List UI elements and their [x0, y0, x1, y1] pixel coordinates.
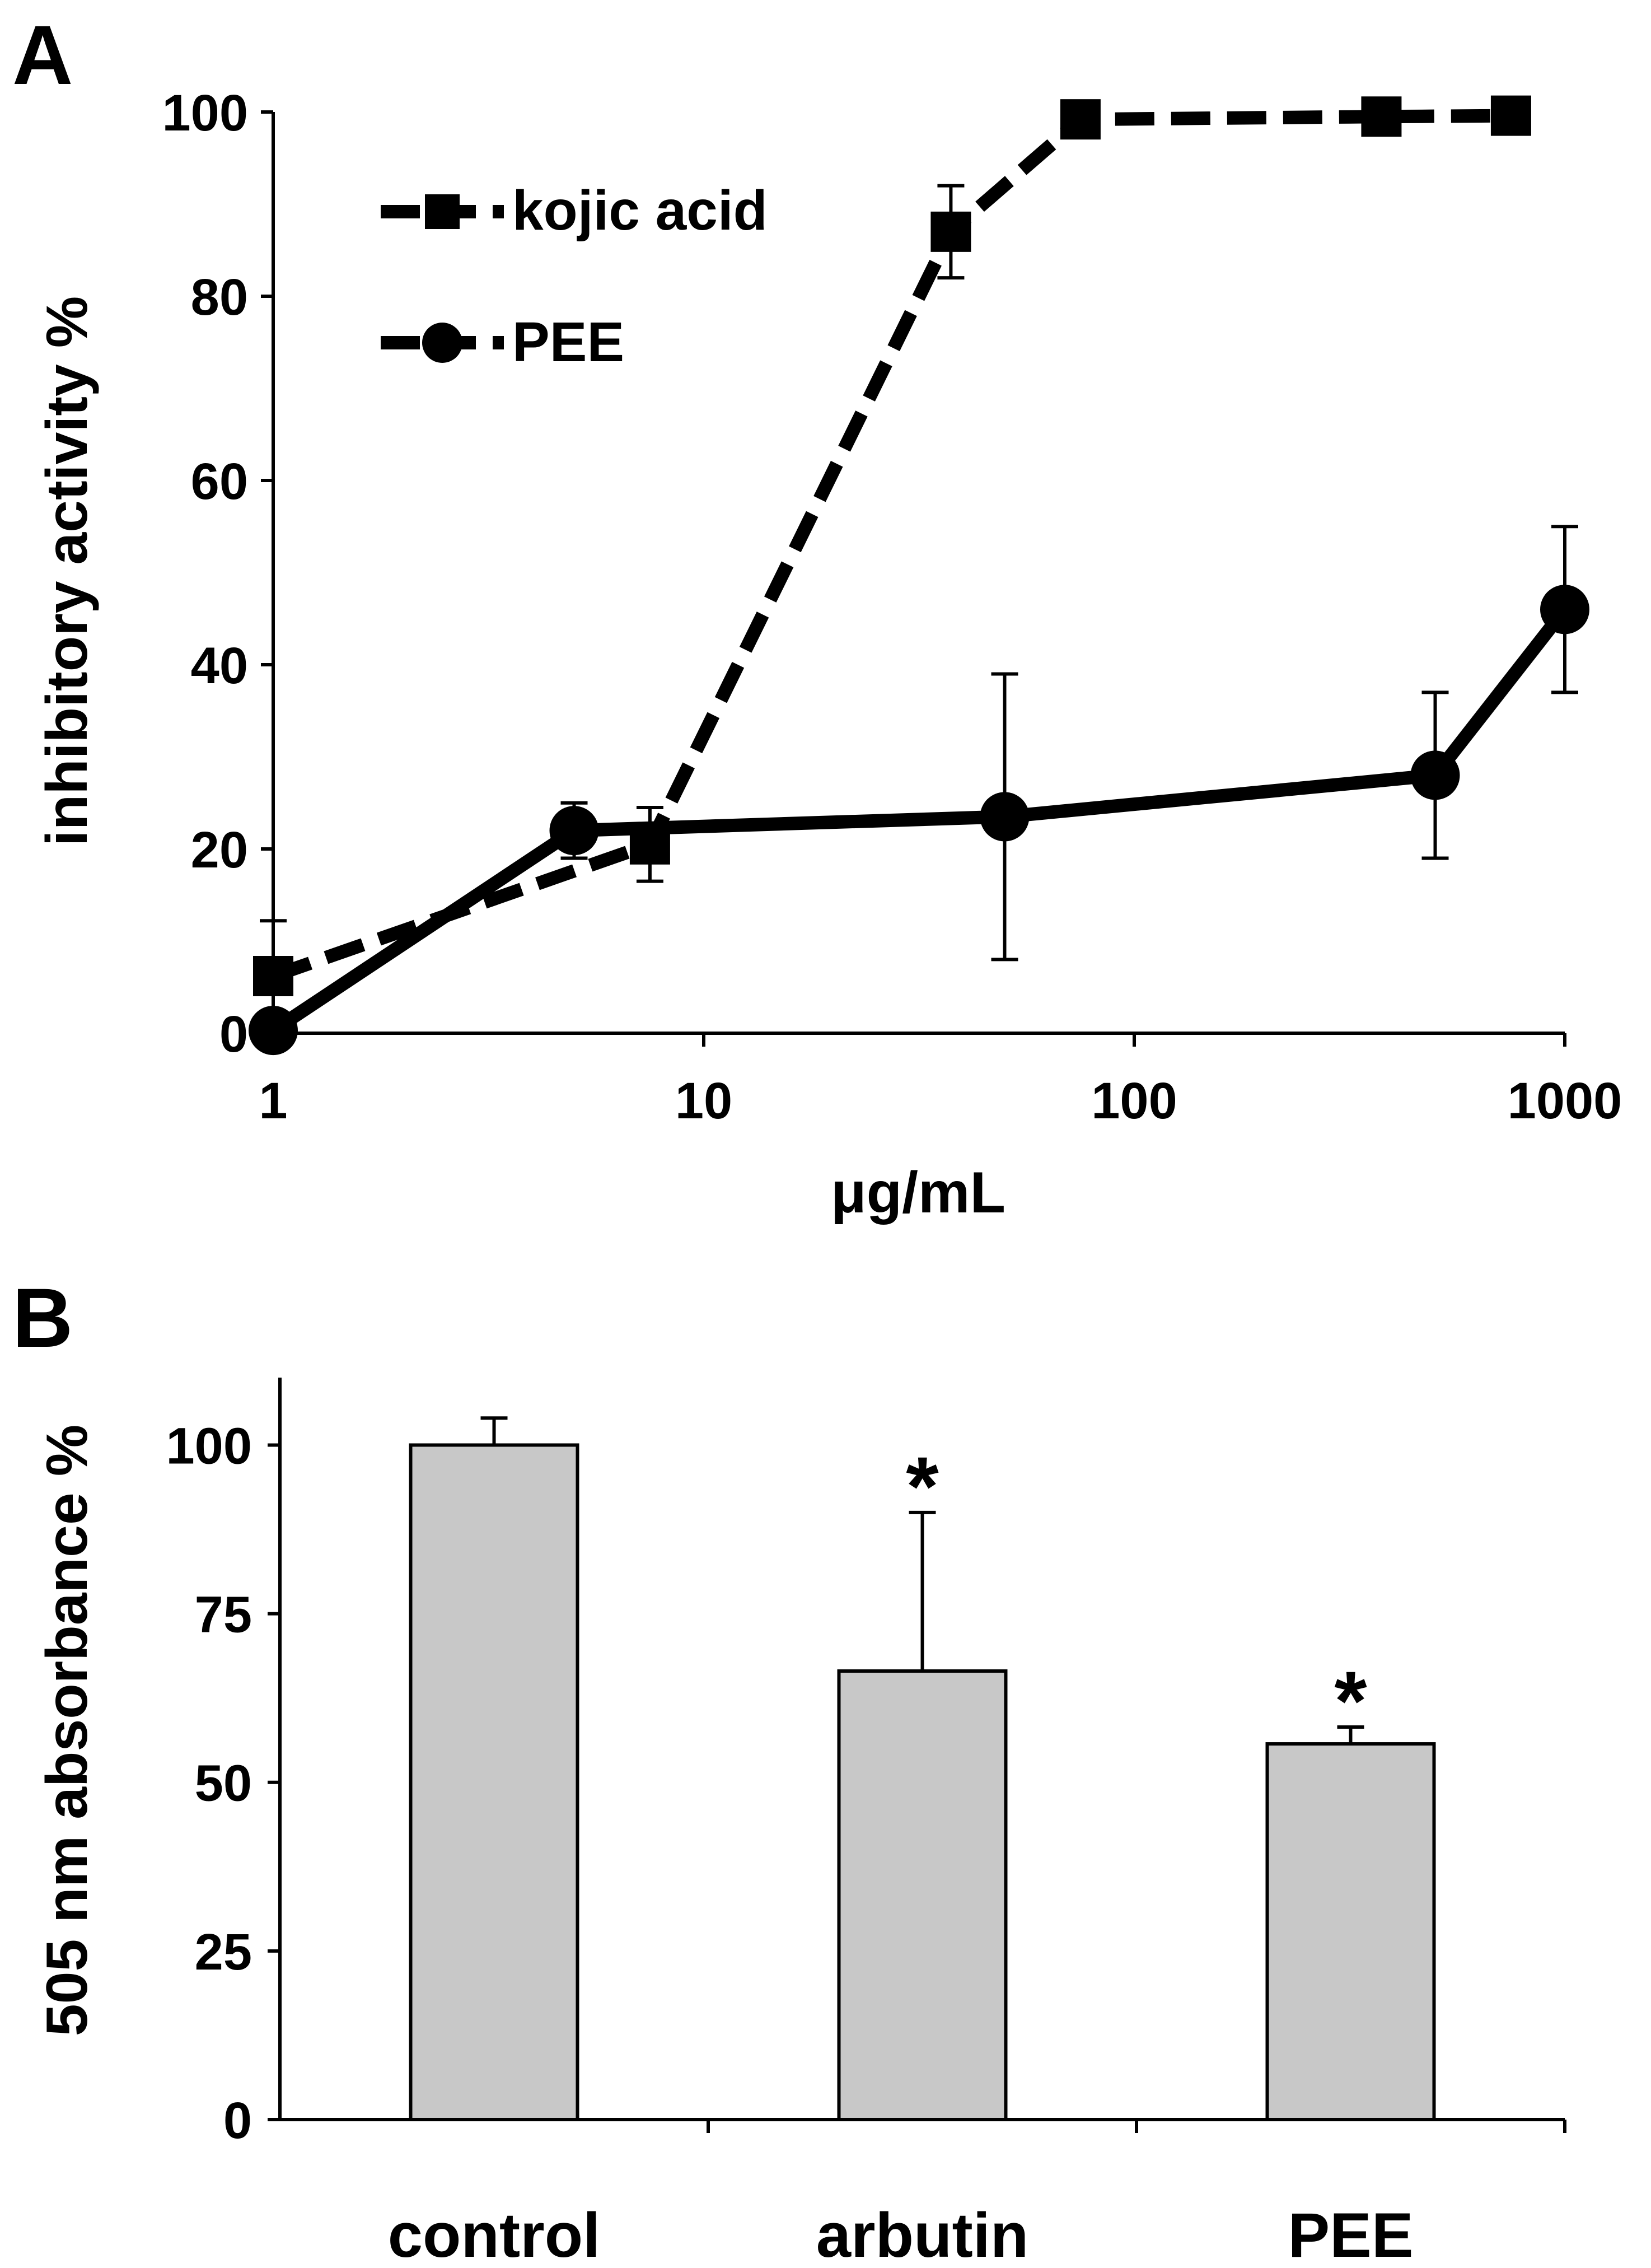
y-tick-label-20: 20: [191, 822, 248, 879]
panel-b-bars: control * arbutin * PEE: [388, 1416, 1566, 2268]
y-tick-label-25: 25: [195, 1924, 252, 1981]
panel-a: A 0 20 40 60 80 100 1 10 100 1000 inhibitory act…: [12, 8, 1622, 1225]
data-point-pee-3: [1410, 750, 1460, 800]
data-point-kojic-acid-0: [253, 956, 293, 997]
data-point-kojic-acid-5: [1490, 95, 1531, 136]
x-tick-label-10: 10: [675, 1072, 732, 1130]
y-tick-label-75: 75: [195, 1586, 252, 1644]
x-tick-label-1: 1: [259, 1072, 287, 1130]
y-tick-label-0: 0: [223, 2092, 252, 2149]
data-point-pee-0: [249, 1006, 298, 1056]
x-tick-label-100: 100: [1091, 1072, 1177, 1130]
data-point-kojic-acid-2: [930, 211, 971, 252]
legend-entry-pee: PEE: [381, 311, 624, 374]
bar-arbutin: [837, 1669, 1008, 2121]
panel-a-y-axis-label: inhibitory activity %: [35, 296, 100, 846]
x-category-label-pee: PEE: [1288, 2200, 1413, 2268]
legend-kojic-acid-label: kojic acid: [512, 179, 768, 242]
panel-b-y-axis-label: 505 nm absorbance %: [35, 1425, 100, 2036]
legend-pee-marker: [422, 323, 462, 363]
significance-marker-arbutin: *: [906, 1439, 939, 1533]
significance-marker-pee: *: [1334, 1654, 1367, 1748]
panel-a-y-ticks: 0 20 40 60 80 100: [162, 85, 273, 1063]
y-tick-label-80: 80: [191, 269, 248, 326]
panel-a-x-ticks: 1 10 100 1000: [259, 1033, 1622, 1130]
panel-b: B 0 25 50 75 100 control * arbutin * PEE 505 nm …: [12, 1271, 1566, 2268]
legend-entry-kojic-acid: kojic acid: [381, 179, 768, 242]
y-tick-label-40: 40: [191, 637, 248, 694]
bar-pee: [1265, 1742, 1436, 2121]
y-tick-label-50: 50: [195, 1755, 252, 1812]
panel-a-series: [249, 95, 1589, 1056]
data-point-pee-2: [980, 792, 1030, 842]
legend-kojic-acid-marker: [425, 194, 460, 229]
data-point-pee-1: [549, 806, 599, 856]
y-tick-label-100: 100: [166, 1417, 252, 1474]
panel-b-y-ticks: 0 25 50 75 100: [166, 1417, 280, 2149]
panel-a-legend: kojic acid PEE: [381, 179, 768, 374]
y-tick-label-0: 0: [219, 1006, 248, 1063]
x-category-label-arbutin: arbutin: [816, 2200, 1029, 2268]
bar-control: [409, 1443, 579, 2121]
y-tick-label-60: 60: [191, 453, 248, 510]
series-kojic-acid: [253, 95, 1531, 1033]
data-point-kojic-acid-3: [1060, 99, 1101, 140]
x-tick-label-1000: 1000: [1508, 1072, 1622, 1130]
legend-pee-label: PEE: [512, 311, 624, 374]
series-pee: [249, 525, 1589, 1056]
panel-a-label: A: [12, 8, 73, 102]
data-point-pee-4: [1540, 585, 1589, 634]
panel-a-x-axis-label: μg/mL: [831, 1160, 1005, 1225]
x-category-label-control: control: [388, 2200, 601, 2268]
panel-b-label: B: [12, 1271, 73, 1365]
y-tick-label-100: 100: [162, 85, 249, 142]
data-point-kojic-acid-4: [1361, 96, 1402, 137]
series-line-kojic-acid: [271, 109, 1511, 983]
